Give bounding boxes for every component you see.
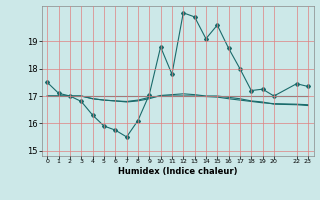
X-axis label: Humidex (Indice chaleur): Humidex (Indice chaleur) — [118, 167, 237, 176]
